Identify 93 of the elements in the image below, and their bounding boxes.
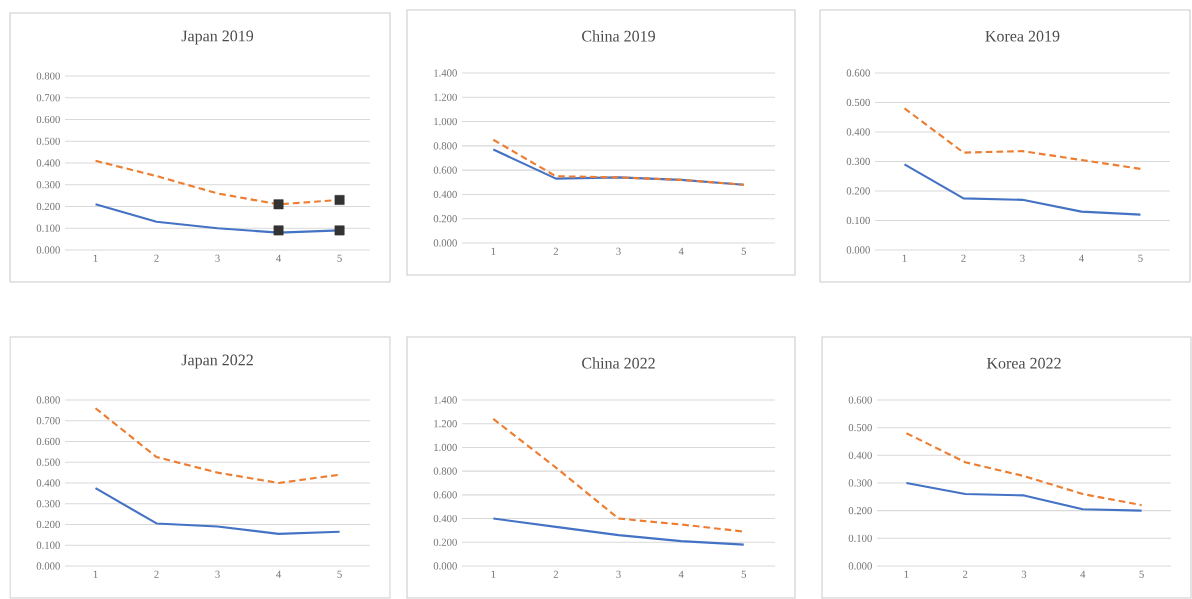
y-tick-label: 0.100	[36, 541, 60, 549]
line-series	[903, 107, 1142, 170]
y-tick-label: 0.300	[846, 157, 870, 166]
y-tick-label: 0.100	[848, 534, 872, 542]
y-tick-label: 0.500	[36, 458, 60, 466]
y-tick-label: 0.200	[433, 215, 457, 223]
x-tick-label: 4	[1079, 254, 1084, 262]
y-tick-label: 0.400	[36, 479, 60, 487]
chart-title: Japan 2022	[181, 354, 253, 369]
y-tick-label: 0.300	[848, 479, 872, 487]
y-tick-label: 1.400	[434, 396, 457, 404]
y-tick-label: 0.000	[433, 562, 457, 570]
chart-title: Japan 2019	[181, 30, 254, 45]
x-tick-label: 2	[553, 247, 559, 255]
x-tick-label: 3	[1020, 254, 1025, 262]
x-tick-label: 2	[963, 570, 968, 578]
x-tick-label: 4	[276, 570, 282, 578]
y-tick-label: 0.300	[36, 181, 60, 189]
line-series	[492, 517, 745, 546]
x-tick-label: 1	[491, 570, 496, 578]
line-series	[905, 432, 1143, 507]
y-tick-label: 0.400	[846, 128, 870, 136]
x-tick-label: 4	[1080, 570, 1086, 578]
y-tick-label: 0.200	[36, 202, 60, 211]
chart-title: China 2022	[582, 357, 655, 369]
y-tick-label: 0.400	[36, 159, 60, 167]
x-tick-label: 4	[276, 254, 282, 262]
line-series	[903, 163, 1142, 216]
y-tick-label: 0.200	[846, 187, 870, 195]
x-tick-label: 3	[1021, 570, 1027, 578]
x-tick-label: 1	[93, 254, 98, 262]
y-tick-label: 0.500	[848, 424, 872, 432]
y-tick-label: 0.700	[36, 94, 60, 102]
x-tick-label: 4	[678, 570, 684, 578]
y-tick-label: 0.200	[433, 538, 457, 546]
y-tick-label: 0.800	[433, 467, 457, 475]
y-tick-label: 0.000	[433, 239, 457, 247]
x-tick-label: 5	[337, 570, 342, 578]
y-tick-label: 0.600	[36, 437, 60, 446]
y-tick-label: 0.400	[848, 451, 872, 459]
line-series	[94, 487, 341, 535]
line-series	[905, 481, 1143, 512]
x-tick-label: 1	[902, 254, 907, 262]
x-tick-label: 2	[961, 254, 966, 262]
x-tick-label: 1	[93, 570, 98, 578]
x-tick-label: 1	[491, 247, 496, 255]
y-tick-label: 0.000	[36, 246, 60, 254]
y-tick-label: 0.000	[846, 246, 870, 254]
y-tick-label: 1.000	[434, 443, 457, 452]
y-tick-label: 0.800	[433, 142, 457, 150]
line-series	[492, 138, 745, 186]
x-tick-label: 2	[154, 570, 159, 578]
chart-title: Korea 2019	[985, 30, 1060, 42]
y-tick-label: 0.600	[433, 491, 457, 499]
chart-title: Korea 2022	[986, 357, 1061, 369]
y-tick-label: 0.100	[36, 224, 60, 232]
x-tick-label: 5	[1139, 570, 1144, 578]
x-tick-label: 5	[1138, 254, 1143, 262]
y-tick-label: 0.000	[36, 562, 60, 570]
y-tick-label: 1.400	[434, 69, 457, 77]
x-tick-label: 1	[904, 570, 909, 578]
y-tick-label: 0.200	[848, 507, 872, 515]
chart-title: China 2019	[582, 30, 655, 42]
y-tick-label: 0.400	[433, 190, 457, 199]
line-series	[492, 417, 745, 533]
y-tick-label: 0.800	[36, 396, 60, 404]
x-tick-label: 5	[741, 247, 747, 255]
x-tick-label: 3	[215, 254, 220, 262]
x-tick-label: 3	[616, 247, 621, 255]
y-tick-label: 0.600	[433, 166, 457, 174]
x-tick-label: 5	[337, 254, 342, 262]
y-tick-label: 0.600	[36, 115, 60, 124]
y-tick-label: 0.000	[848, 562, 872, 570]
line-series	[94, 407, 341, 485]
x-tick-label: 2	[154, 254, 159, 262]
y-tick-label: 0.300	[36, 500, 60, 508]
y-tick-label: 0.800	[36, 72, 60, 80]
y-tick-label: 1.200	[434, 420, 457, 428]
x-tick-label: 2	[553, 570, 559, 578]
y-tick-label: 0.600	[846, 69, 870, 77]
y-tick-label: 0.600	[848, 396, 872, 404]
y-tick-label: 0.500	[36, 137, 60, 145]
y-tick-label: 1.200	[434, 93, 457, 101]
y-tick-label: 0.700	[36, 417, 60, 425]
y-tick-label: 0.100	[846, 216, 870, 225]
x-tick-label: 3	[215, 570, 220, 578]
x-tick-label: 3	[616, 570, 621, 578]
y-tick-label: 1.000	[434, 117, 457, 126]
x-tick-label: 4	[678, 247, 684, 255]
y-tick-label: 0.200	[36, 520, 60, 529]
x-tick-label: 5	[741, 570, 747, 578]
y-tick-label: 0.400	[433, 514, 457, 523]
y-tick-label: 0.500	[846, 98, 870, 107]
